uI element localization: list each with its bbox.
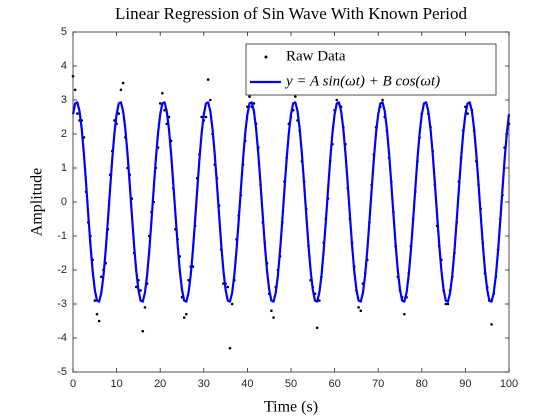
y-tick-label: 0 xyxy=(61,196,67,208)
y-tick-label: 5 xyxy=(61,26,67,38)
data-point xyxy=(294,95,297,98)
data-point xyxy=(444,302,448,306)
data-point xyxy=(93,299,97,302)
data-point xyxy=(158,102,162,105)
data-point xyxy=(228,346,232,350)
y-tick-label: -3 xyxy=(57,298,67,310)
x-axis-label: Time (s) xyxy=(264,399,318,416)
x-tick-label: 70 xyxy=(372,378,384,390)
y-axis-label: Amplitude xyxy=(29,168,46,236)
data-point xyxy=(272,316,275,319)
x-tick-label: 10 xyxy=(110,378,122,390)
data-point xyxy=(315,326,319,330)
x-tick-label: 100 xyxy=(500,378,518,390)
data-point xyxy=(357,306,360,309)
y-tick-label: 1 xyxy=(61,162,67,174)
data-point xyxy=(226,285,230,289)
data-point xyxy=(381,98,384,102)
chart-title: Linear Regression of Sin Wave With Known… xyxy=(115,4,467,23)
data-point xyxy=(97,319,101,323)
data-point xyxy=(230,302,234,306)
x-tick-label: 20 xyxy=(154,378,166,390)
y-tick-label: 3 xyxy=(61,94,67,106)
data-point xyxy=(490,323,493,326)
x-tick-label: 30 xyxy=(198,378,210,390)
data-point xyxy=(335,98,339,102)
data-point xyxy=(248,95,251,98)
y-tick-label: -4 xyxy=(57,332,67,344)
data-point xyxy=(121,81,125,85)
data-point xyxy=(466,112,469,115)
legend-label: Raw Data xyxy=(286,48,346,64)
y-tick-label: 4 xyxy=(61,60,67,72)
data-point xyxy=(185,312,188,316)
x-tick-label: 50 xyxy=(285,378,297,390)
data-point xyxy=(270,309,273,313)
data-point xyxy=(204,115,208,119)
data-point xyxy=(161,91,164,95)
data-point xyxy=(200,115,203,119)
data-point xyxy=(73,88,77,92)
legend-swatch xyxy=(264,55,268,59)
data-point xyxy=(134,285,138,289)
legend: Raw Data y = A sin(ωt) + B cos(ωt) xyxy=(245,43,497,96)
data-point xyxy=(100,275,103,279)
x-tick-label: 60 xyxy=(328,378,340,390)
data-point xyxy=(117,112,121,115)
data-point xyxy=(95,312,99,316)
y-tick-label: -2 xyxy=(57,264,67,276)
data-point xyxy=(143,306,147,309)
data-point xyxy=(206,78,210,81)
fit-line xyxy=(71,101,511,303)
x-tick-label: 0 xyxy=(70,378,76,390)
data-point xyxy=(119,88,123,92)
legend-label: y = A sin(ωt) + B cos(ωt) xyxy=(284,73,440,89)
data-point xyxy=(141,329,145,333)
data-point xyxy=(209,98,212,102)
data-point xyxy=(446,302,450,306)
data-point xyxy=(359,309,363,313)
data-point xyxy=(76,112,79,115)
data-point xyxy=(403,312,406,316)
x-tick-label: 90 xyxy=(459,378,471,390)
data-point xyxy=(139,289,142,292)
y-tick-label: -1 xyxy=(57,230,67,242)
y-tick-label: -5 xyxy=(57,366,67,378)
x-tick-label: 80 xyxy=(416,378,428,390)
x-tick-label: 40 xyxy=(241,378,253,390)
legend-box xyxy=(245,43,497,96)
data-point xyxy=(182,316,186,319)
y-tick-label: 2 xyxy=(61,128,67,140)
